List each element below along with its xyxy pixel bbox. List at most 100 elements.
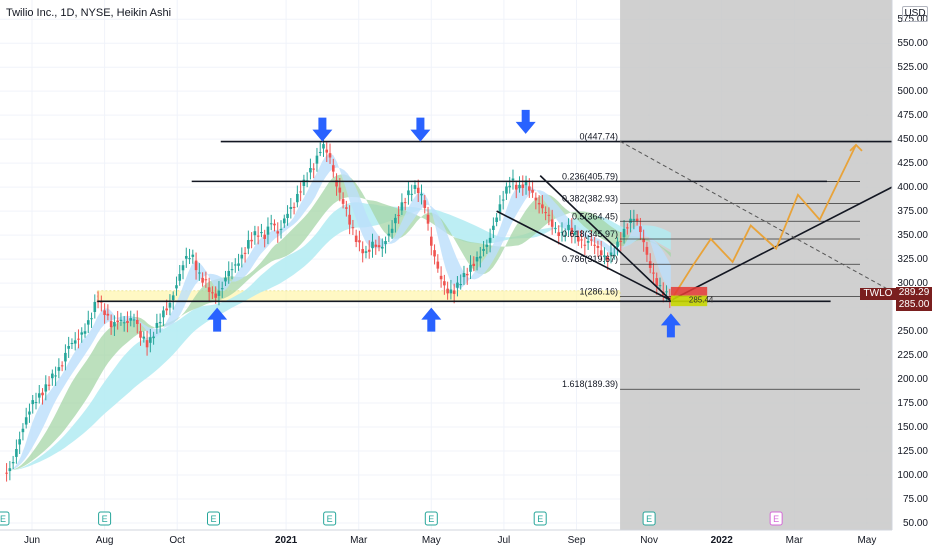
candle-body — [501, 199, 505, 201]
candle-body — [354, 235, 358, 242]
earnings-marker-icon[interactable]: E — [533, 511, 547, 526]
down-arrow-icon — [515, 109, 536, 134]
trendline — [496, 210, 672, 302]
candle-body — [407, 190, 410, 196]
candle-body — [508, 185, 512, 188]
candle-body — [109, 321, 113, 328]
x-tick-label: Nov — [640, 535, 658, 546]
earnings-marker-icon[interactable]: E — [98, 511, 112, 526]
earnings-marker-label: E — [646, 514, 652, 524]
candle-body — [567, 224, 570, 230]
candle-body — [201, 277, 204, 283]
candle-body — [658, 285, 662, 287]
candle-body — [377, 245, 381, 248]
candle-body — [449, 289, 453, 294]
candle-body — [77, 338, 80, 340]
candle-body — [560, 231, 564, 233]
y-tick-label: 475.00 — [897, 110, 928, 121]
down-arrow-icon — [410, 117, 431, 142]
candle-body — [282, 218, 286, 224]
candle-body — [482, 248, 485, 251]
earnings-marker-label: E — [102, 514, 108, 524]
candle-body — [217, 290, 221, 296]
candle-body — [430, 236, 433, 246]
candle-body — [18, 439, 21, 445]
earnings-marker-box — [533, 511, 547, 526]
earnings-marker-box — [207, 511, 220, 526]
x-tick-label: May — [857, 535, 876, 546]
candle-body — [289, 207, 293, 209]
candle-body — [198, 272, 201, 274]
candles — [5, 138, 672, 482]
candle-body — [142, 336, 146, 339]
candle-body — [273, 223, 276, 226]
candle-body — [73, 340, 77, 344]
candle-body — [364, 251, 368, 253]
candle-body — [596, 245, 600, 248]
fib-level-label: 0.236(405.79) — [562, 172, 618, 182]
earnings-marker-icon[interactable]: E — [424, 511, 438, 526]
candle-body — [459, 284, 463, 286]
ma-ribbon-fast — [2, 153, 671, 471]
candle-body — [250, 239, 253, 242]
candle-body — [400, 202, 404, 211]
earnings-marker-icon[interactable]: E — [207, 511, 220, 526]
candle-body — [256, 235, 260, 237]
candle-body — [655, 278, 659, 286]
up-arrow-icon — [421, 307, 442, 332]
candle-body — [563, 235, 567, 237]
candle-body — [240, 254, 244, 259]
earnings-marker-label: E — [327, 514, 333, 524]
earnings-marker-label: E — [773, 514, 779, 524]
candle-body — [178, 274, 182, 281]
candle-body — [557, 232, 561, 236]
candle-body — [8, 468, 12, 472]
candle-body — [583, 244, 587, 246]
candle-body — [188, 258, 191, 260]
candle-body — [325, 149, 329, 153]
earnings-marker-box — [98, 511, 112, 526]
earnings-marker-icon[interactable]: E — [0, 511, 10, 526]
candle-body — [168, 302, 172, 308]
candle-body — [31, 400, 35, 405]
x-tick-label: Jul — [498, 535, 511, 546]
candle-body — [528, 186, 531, 191]
candle-body — [534, 197, 538, 201]
earnings-marker-label: E — [537, 514, 543, 524]
y-tick-label: 250.00 — [897, 326, 928, 337]
down-arrow-icon — [312, 117, 333, 142]
earnings-marker-icon[interactable]: E — [323, 511, 337, 526]
x-tick-label: Oct — [169, 535, 185, 546]
currency-button[interactable]: USD — [902, 6, 928, 22]
y-tick-label: 350.00 — [897, 230, 928, 241]
candle-body — [181, 265, 185, 271]
candle-body — [416, 187, 420, 194]
candle-body — [315, 155, 319, 164]
candle-body — [67, 345, 70, 349]
candle-body — [462, 273, 466, 278]
candle-body — [345, 207, 348, 209]
x-tick-label: Aug — [96, 535, 114, 546]
y-tick-label: 575.00 — [897, 14, 928, 25]
dashed-projection-line — [619, 140, 897, 295]
x-tick-label: 2022 — [711, 535, 734, 546]
candle-body — [207, 287, 211, 292]
candle-body — [103, 310, 106, 316]
y-tick-label: 525.00 — [897, 62, 928, 73]
x-tick-label: Mar — [350, 535, 368, 546]
candle-body — [338, 187, 342, 193]
candle-body — [191, 254, 195, 257]
candle-body — [263, 234, 266, 239]
earnings-marker-icon[interactable]: E — [642, 511, 656, 526]
candle-body — [384, 241, 387, 245]
candle-body — [328, 153, 332, 158]
candle-body — [639, 226, 642, 233]
candle-body — [5, 472, 8, 474]
earnings-marker-icon[interactable]: E — [769, 511, 783, 526]
x-tick-label: May — [422, 535, 441, 546]
candle-body — [34, 402, 38, 404]
candle-body — [547, 214, 551, 216]
candle-body — [276, 231, 280, 234]
price-axis-bg — [892, 0, 932, 550]
